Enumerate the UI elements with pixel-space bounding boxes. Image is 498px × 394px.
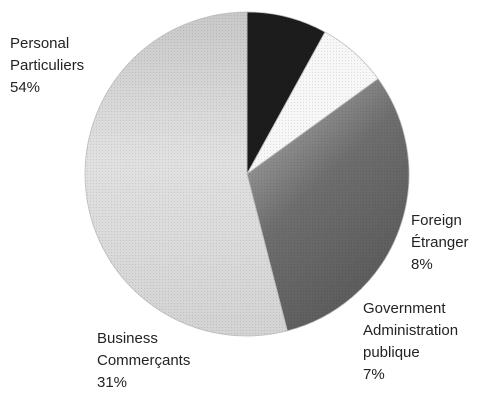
slice-label-business: Business Commerçants 31% (97, 328, 190, 394)
slice-label-personal: Personal Particuliers 54% (10, 33, 84, 99)
slice-label-government-fr-2: publique (363, 344, 420, 361)
slice-business-texture (247, 78, 409, 331)
slice-government-texture (247, 32, 379, 174)
slice-label-business-fr: Commerçants (97, 352, 191, 369)
slice-label-government-en: Government (363, 300, 446, 317)
slice-value-business: 31% (97, 374, 128, 391)
slice-label-government-fr-1: Administration (363, 322, 459, 339)
slice-label-personal-fr: Particuliers (10, 57, 85, 74)
slice-personal-texture (85, 12, 288, 336)
slice-label-foreign-en: Foreign (411, 212, 462, 229)
slice-label-foreign-fr: Étranger (411, 234, 469, 251)
slice-value-government: 7% (363, 366, 385, 383)
slice-label-government: Government Administration publique 7% (363, 298, 458, 386)
slice-label-business-en: Business (97, 330, 158, 347)
slice-label-personal-en: Personal (10, 35, 70, 52)
slice-label-foreign: Foreign Étranger 8% (411, 210, 469, 276)
slice-value-foreign: 8% (411, 256, 433, 273)
slice-foreign-texture (247, 12, 326, 174)
slice-value-personal: 54% (10, 79, 41, 96)
